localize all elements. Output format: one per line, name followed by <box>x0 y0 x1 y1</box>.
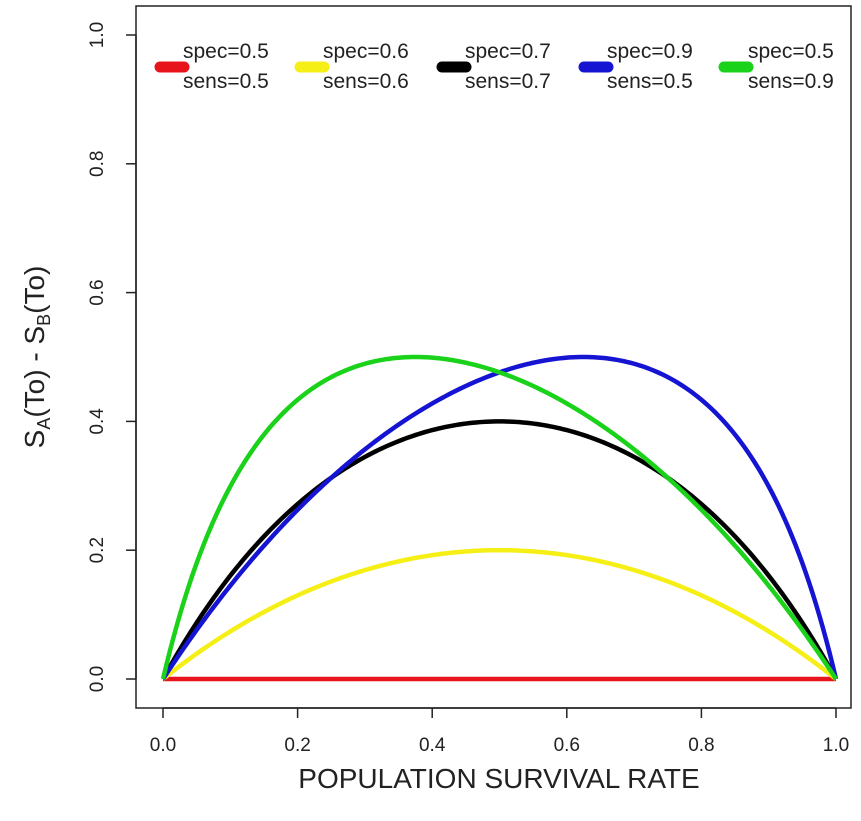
series-line-4 <box>160 354 838 681</box>
x-axis-title: POPULATION SURVIVAL RATE <box>298 763 699 794</box>
x-tick-label-0: 0.0 <box>150 735 176 756</box>
y-axis-title-sub-a: A <box>34 418 54 430</box>
legend-label-sens-3: sens=0.5 <box>607 70 693 93</box>
legend-label-spec-1: spec=0.6 <box>323 40 409 63</box>
x-tick-label-2: 0.4 <box>419 735 446 756</box>
legend: spec=0.5 sens=0.5 spec=0.6 sens=0.6 spec=0.7… <box>154 40 834 93</box>
y-axis-title-sub-b: B <box>34 314 54 326</box>
legend-label-spec-4: spec=0.5 <box>748 40 834 63</box>
x-tick-label-4: 0.8 <box>688 735 714 756</box>
y-axis: 0.0 0.2 0.4 0.6 0.8 1.0 <box>87 22 137 692</box>
series-line-3 <box>161 354 839 681</box>
x-tick-label-3: 0.6 <box>554 735 580 756</box>
legend-label-spec-2: spec=0.7 <box>465 40 551 63</box>
x-tick-label-5: 1.0 <box>823 735 849 756</box>
y-axis-title-end: (To) <box>19 266 50 314</box>
y-axis-title: SA(To) - SB(To) <box>19 266 54 449</box>
plot-frame <box>135 5 852 709</box>
y-tick-label-3: 0.6 <box>87 279 108 305</box>
y-tick-label-0: 0.0 <box>87 666 108 692</box>
legend-label-sens-4: sens=0.9 <box>748 70 834 93</box>
y-tick-label-1: 0.2 <box>87 537 108 563</box>
series-line-1 <box>161 547 838 681</box>
legend-label-spec-0: spec=0.5 <box>183 40 269 63</box>
legend-label-spec-3: spec=0.9 <box>607 40 693 63</box>
x-axis: 0.0 0.2 0.4 0.6 0.8 1.0 <box>150 707 849 756</box>
legend-label-sens-1: sens=0.6 <box>323 70 409 93</box>
legend-label-sens-2: sens=0.7 <box>465 70 551 93</box>
curves-layer <box>160 354 839 682</box>
x-tick-label-1: 0.2 <box>284 735 310 756</box>
legend-label-sens-0: sens=0.5 <box>183 70 269 93</box>
y-tick-label-5: 1.0 <box>87 22 108 48</box>
y-axis-title-mid: (To) - S <box>19 326 50 418</box>
y-axis-title-s-a: S <box>19 430 50 449</box>
y-tick-label-4: 0.8 <box>87 151 108 177</box>
y-tick-label-2: 0.4 <box>87 408 108 435</box>
series-line-2 <box>161 419 838 681</box>
